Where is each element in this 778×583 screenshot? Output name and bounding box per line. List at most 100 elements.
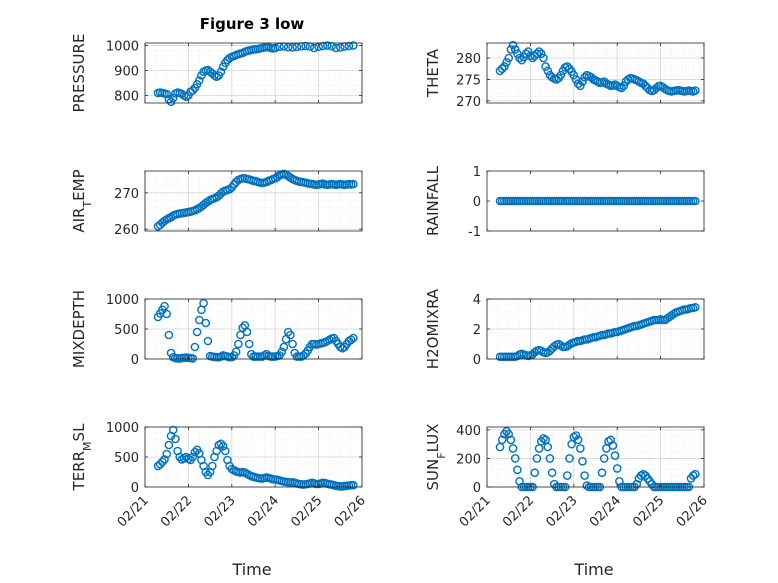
data-point — [547, 468, 557, 478]
data-point — [565, 454, 574, 463]
data-point — [545, 454, 555, 463]
data-point — [573, 79, 583, 89]
data-point — [188, 452, 198, 462]
data-point — [562, 62, 572, 71]
data-point — [545, 346, 555, 356]
data-point — [283, 42, 293, 52]
y-tick-label: 800 — [114, 90, 139, 105]
data-point — [500, 62, 509, 71]
data-point — [641, 81, 650, 91]
data-point — [168, 93, 178, 103]
axes-frame — [144, 42, 363, 104]
x-tick-label: 02/22 — [500, 493, 537, 530]
data-point — [541, 62, 550, 71]
data-point — [349, 333, 358, 343]
data-point — [691, 469, 700, 479]
data-point — [539, 53, 548, 63]
data-point — [155, 459, 165, 469]
data-point — [504, 53, 514, 63]
data-point — [201, 318, 211, 328]
y-tick-label: 4 — [473, 293, 481, 308]
data-point — [162, 89, 171, 99]
data-point — [349, 179, 358, 189]
y-axis-label: AIRTEMP — [70, 169, 94, 232]
x-tick-label: 02/23 — [202, 493, 239, 530]
y-axis-label: TERRMSL — [70, 423, 94, 492]
data-point — [497, 64, 507, 74]
data-point — [227, 352, 237, 362]
data-point — [188, 354, 198, 363]
data-point — [615, 476, 624, 486]
data-point — [569, 70, 579, 80]
data-point — [160, 455, 169, 464]
data-point — [632, 479, 642, 489]
x-tick-label: 02/26 — [674, 493, 711, 530]
subplot-mixdepth: 0 500 1000 MIXDEPTH — [70, 290, 363, 368]
data-point — [532, 454, 542, 463]
x-tick-label: 02/25 — [630, 493, 667, 530]
data-point — [286, 330, 295, 340]
data-point — [288, 43, 297, 52]
x-tick-label: 02/24 — [245, 493, 282, 530]
data-point — [349, 480, 358, 490]
axes-frame — [144, 170, 363, 232]
data-point — [638, 79, 648, 89]
y-tick-label: 0 — [473, 353, 481, 368]
data-point — [166, 212, 176, 222]
data-point — [190, 447, 200, 457]
data-point — [576, 81, 585, 91]
y-tick-label: 900 — [114, 65, 139, 80]
y-axis-label: PRESSURE — [70, 34, 88, 113]
data-point — [597, 468, 607, 478]
data-point — [502, 57, 511, 67]
y-tick-label: 400 — [456, 424, 481, 439]
x-tick-label: 02/25 — [288, 493, 325, 530]
data-point — [231, 347, 241, 357]
subplot-rainfall: -1 0 1 RAINFALL — [424, 165, 705, 240]
y-tick-label: 270 — [456, 95, 481, 110]
data-point — [273, 172, 282, 182]
data-point — [576, 444, 585, 453]
data-point — [523, 47, 533, 56]
data-point — [344, 41, 354, 51]
data-point — [691, 196, 700, 206]
data-point — [497, 435, 507, 445]
data-point — [188, 86, 198, 95]
data-point — [534, 47, 544, 56]
figure-title: Figure 3 low — [200, 15, 305, 33]
subplot-h2omixra: 0 2 4 H2OMIXRA — [424, 288, 705, 369]
data-point — [608, 441, 618, 450]
data-point — [530, 468, 540, 478]
y-tick-label: 0 — [473, 481, 481, 496]
data-point — [207, 461, 217, 471]
data-point — [216, 439, 226, 449]
x-tick-label: 02/22 — [158, 493, 195, 530]
data-point — [606, 435, 615, 445]
data-point — [543, 66, 553, 76]
data-point — [216, 67, 226, 77]
data-point — [190, 342, 200, 352]
subplot-terr-msl: 0 500 1000 02/21 02/22 02/23 02/24 02/25 02/26 TE… — [70, 421, 369, 530]
axes-background — [487, 171, 704, 231]
data-point — [166, 348, 176, 358]
data-point — [164, 440, 174, 450]
y-axis-label: SUNFLUX — [424, 424, 448, 491]
data-point — [203, 197, 213, 206]
y-tick-label: 1000 — [106, 293, 139, 308]
y-tick-label: 200 — [456, 452, 481, 467]
y-tick-label: 1000 — [106, 421, 139, 436]
y-axis-label: RAINFALL — [424, 165, 442, 236]
data-point — [242, 327, 252, 337]
data-point — [168, 425, 178, 435]
data-point — [331, 43, 341, 53]
data-point — [164, 330, 174, 340]
data-point — [346, 335, 356, 345]
data-point — [194, 76, 204, 85]
y-tick-label: 275 — [456, 73, 481, 88]
data-point — [513, 465, 522, 475]
data-point — [504, 429, 514, 439]
data-point — [619, 81, 629, 91]
y-tick-label: 500 — [114, 451, 139, 466]
